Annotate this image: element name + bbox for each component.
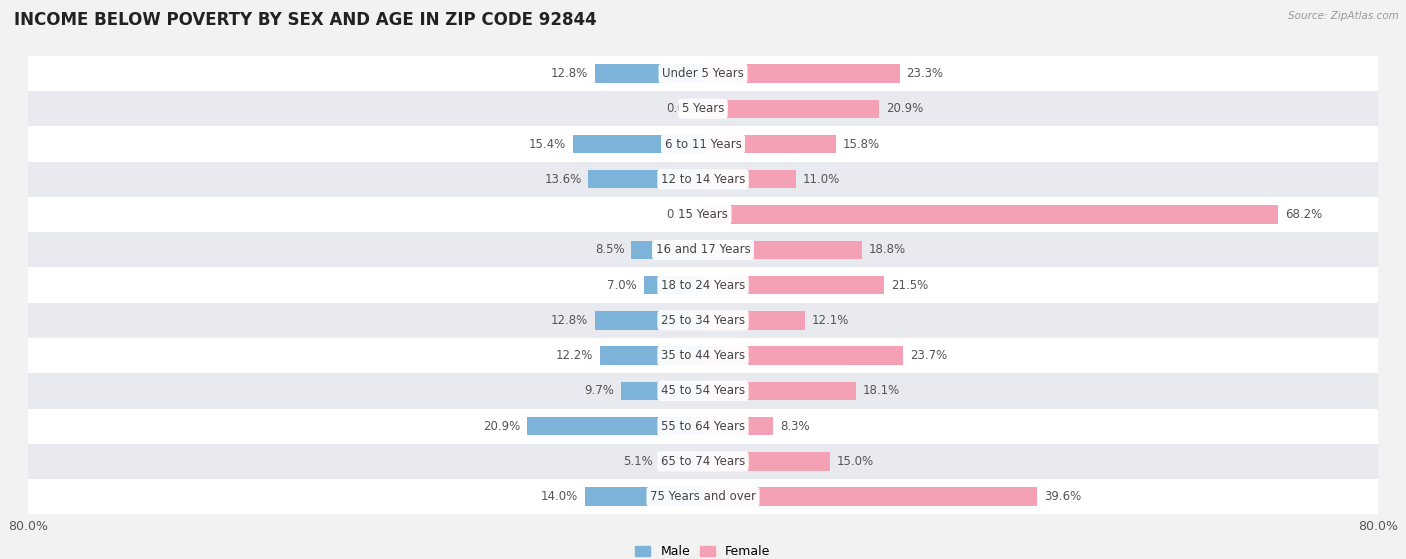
Bar	[703, 487, 1038, 506]
Text: 25 to 34 Years: 25 to 34 Years	[661, 314, 745, 327]
Bar	[585, 487, 703, 506]
Bar	[703, 64, 900, 83]
Text: 12.8%: 12.8%	[551, 314, 588, 327]
Text: 68.2%: 68.2%	[1285, 208, 1322, 221]
Bar	[703, 347, 903, 365]
Text: 9.7%: 9.7%	[585, 385, 614, 397]
Text: 18 to 24 Years: 18 to 24 Years	[661, 278, 745, 292]
Text: 8.5%: 8.5%	[595, 243, 624, 257]
Text: 6 to 11 Years: 6 to 11 Years	[665, 138, 741, 150]
Bar	[703, 382, 856, 400]
Text: 16 and 17 Years: 16 and 17 Years	[655, 243, 751, 257]
Bar	[28, 91, 1378, 126]
Text: 35 to 44 Years: 35 to 44 Years	[661, 349, 745, 362]
Bar	[28, 232, 1378, 267]
Bar	[28, 409, 1378, 444]
Bar	[703, 452, 830, 471]
Bar	[28, 373, 1378, 409]
Text: 8.3%: 8.3%	[780, 420, 810, 433]
Bar	[28, 479, 1378, 514]
Bar	[28, 303, 1378, 338]
Text: 0.0%: 0.0%	[666, 102, 696, 115]
Text: 12.8%: 12.8%	[551, 67, 588, 80]
Text: 20.9%: 20.9%	[886, 102, 924, 115]
Text: 18.8%: 18.8%	[869, 243, 905, 257]
Text: 5.1%: 5.1%	[623, 455, 654, 468]
Bar	[28, 197, 1378, 232]
Bar	[644, 276, 703, 294]
Bar	[600, 347, 703, 365]
Text: 75 Years and over: 75 Years and over	[650, 490, 756, 503]
Text: 15 Years: 15 Years	[678, 208, 728, 221]
Bar	[659, 452, 703, 471]
Text: 23.7%: 23.7%	[910, 349, 946, 362]
Bar	[28, 444, 1378, 479]
Text: 18.1%: 18.1%	[862, 385, 900, 397]
Legend: Male, Female: Male, Female	[630, 540, 776, 559]
Text: INCOME BELOW POVERTY BY SEX AND AGE IN ZIP CODE 92844: INCOME BELOW POVERTY BY SEX AND AGE IN Z…	[14, 11, 596, 29]
Bar	[703, 311, 806, 329]
Bar	[28, 162, 1378, 197]
Text: 20.9%: 20.9%	[482, 420, 520, 433]
Text: Source: ZipAtlas.com: Source: ZipAtlas.com	[1288, 11, 1399, 21]
Text: 13.6%: 13.6%	[544, 173, 582, 186]
Bar	[574, 135, 703, 153]
Text: 65 to 74 Years: 65 to 74 Years	[661, 455, 745, 468]
Bar	[703, 100, 879, 118]
Bar	[703, 417, 773, 435]
Text: 39.6%: 39.6%	[1043, 490, 1081, 503]
Text: 15.4%: 15.4%	[529, 138, 567, 150]
Text: 23.3%: 23.3%	[907, 67, 943, 80]
Bar	[621, 382, 703, 400]
Text: 21.5%: 21.5%	[891, 278, 928, 292]
Text: 0.0%: 0.0%	[666, 208, 696, 221]
Bar	[631, 241, 703, 259]
Bar	[703, 170, 796, 188]
Bar	[28, 126, 1378, 162]
Text: 15.0%: 15.0%	[837, 455, 873, 468]
Text: 5 Years: 5 Years	[682, 102, 724, 115]
Text: 11.0%: 11.0%	[803, 173, 839, 186]
Bar	[703, 241, 862, 259]
Bar	[703, 135, 837, 153]
Text: 7.0%: 7.0%	[607, 278, 637, 292]
Text: Under 5 Years: Under 5 Years	[662, 67, 744, 80]
Text: 12.2%: 12.2%	[555, 349, 593, 362]
Bar	[588, 170, 703, 188]
Text: 12 to 14 Years: 12 to 14 Years	[661, 173, 745, 186]
Bar	[595, 64, 703, 83]
Text: 12.1%: 12.1%	[811, 314, 849, 327]
Bar	[703, 276, 884, 294]
Text: 55 to 64 Years: 55 to 64 Years	[661, 420, 745, 433]
Bar	[28, 267, 1378, 303]
Bar	[28, 56, 1378, 91]
Text: 45 to 54 Years: 45 to 54 Years	[661, 385, 745, 397]
Bar	[28, 338, 1378, 373]
Text: 15.8%: 15.8%	[844, 138, 880, 150]
Bar	[703, 205, 1278, 224]
Bar	[527, 417, 703, 435]
Bar	[595, 311, 703, 329]
Text: 14.0%: 14.0%	[541, 490, 578, 503]
